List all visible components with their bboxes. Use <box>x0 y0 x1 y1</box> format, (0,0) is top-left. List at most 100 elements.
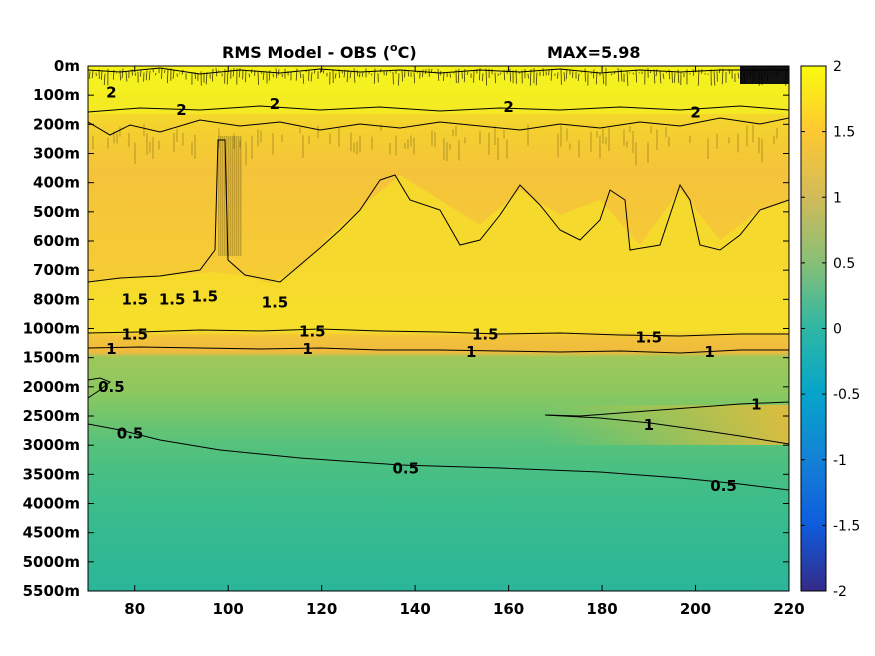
noise-stroke <box>563 72 566 82</box>
contour-label: 1.5 <box>121 290 148 308</box>
contour-label: 1.5 <box>121 325 148 343</box>
noise-stroke <box>262 71 265 80</box>
noise-stroke <box>125 71 128 82</box>
noise-stroke <box>613 70 616 75</box>
noise-stroke <box>653 69 656 84</box>
y-tick-label: 1500m <box>23 349 80 367</box>
contour-label: 2 <box>270 95 280 113</box>
noise-stroke <box>295 68 298 81</box>
noise-stroke <box>215 68 218 77</box>
noise-stroke <box>752 68 754 83</box>
noise-stroke <box>238 68 241 78</box>
noise-stroke <box>721 68 724 85</box>
contour-1-deep-lower <box>544 414 789 445</box>
y-tick-label: 100m <box>33 86 80 104</box>
contour-label: 1.5 <box>192 287 219 305</box>
noise-stroke <box>172 70 175 79</box>
noise-stroke <box>565 69 568 80</box>
contour-label: 0.5 <box>98 378 125 396</box>
x-tick-label: 100 <box>213 600 244 618</box>
noise-stroke <box>103 73 106 86</box>
noise-stroke <box>649 70 652 74</box>
noise-stroke <box>743 71 746 84</box>
y-tick-label: 2500m <box>23 407 80 425</box>
contour-0-5-upper <box>88 377 111 399</box>
noise-stroke <box>349 71 352 79</box>
noise-stroke <box>353 68 356 83</box>
noise-stroke <box>299 71 302 79</box>
noise-stroke <box>572 71 574 78</box>
y-axis: 0m 100m 200m 300m 400m 500m 600m 700m 800m 1000m 1… <box>23 57 789 600</box>
noise-stroke <box>154 72 157 76</box>
noise-stroke <box>281 73 284 77</box>
noise-stroke <box>577 73 580 82</box>
noise-stroke <box>413 72 416 84</box>
noise-stroke <box>626 70 629 86</box>
noise-stroke <box>341 70 343 74</box>
contour-label: 1 <box>466 343 476 361</box>
contour-label: 1 <box>644 416 654 434</box>
x-tick-label: 200 <box>680 600 711 618</box>
contour-1-deep <box>544 401 789 417</box>
contour-0-5 <box>88 423 789 491</box>
noise-stroke <box>535 72 538 86</box>
contour-labels: 22 2 2 21.5 1.5 1.5 1.51.5 1.5 1.5 1.51 1 1 1110.50.… <box>98 83 761 495</box>
noise-stroke <box>620 69 623 82</box>
contour-label: 0.5 <box>117 425 144 443</box>
noise-stroke <box>635 69 638 83</box>
noise-stroke <box>457 68 460 84</box>
noise-stroke <box>407 69 410 77</box>
noise-stroke <box>485 68 488 86</box>
noise-stroke <box>322 69 325 74</box>
y-tick-label: 4500m <box>23 524 80 542</box>
noise-stroke <box>422 69 424 78</box>
noise-stroke <box>272 73 274 78</box>
noise-stroke <box>617 68 620 82</box>
noise-stroke <box>781 69 784 73</box>
noise-stroke <box>88 71 91 79</box>
noise-stroke <box>677 69 680 84</box>
noise-stroke <box>766 72 769 82</box>
colorbar-tick-label: -1 <box>833 453 847 469</box>
contour-1-5-upper <box>88 117 789 136</box>
noise-stroke <box>437 68 440 81</box>
noise-stroke <box>499 72 502 75</box>
noise-stroke <box>319 68 322 74</box>
max-label: MAX=5.98 <box>547 43 641 62</box>
contour-1-5-deep <box>88 328 789 337</box>
noise-stroke <box>112 69 115 80</box>
noise-stroke <box>358 72 361 78</box>
contour-label: 2 <box>106 83 116 101</box>
x-tick-label: 220 <box>773 600 804 618</box>
x-axis: 80 100 120 140 160 180 200 220 <box>124 66 805 618</box>
y-tick-label: 600m <box>33 232 80 250</box>
contour-label: 0.5 <box>392 460 419 478</box>
contour-label: 2 <box>503 98 513 116</box>
y-tick-label: 1000m <box>23 320 80 338</box>
noise-stroke <box>668 69 671 80</box>
noise-stroke <box>442 71 445 81</box>
noise-stroke <box>248 73 250 78</box>
y-tick-label: 500m <box>33 203 80 221</box>
contour-label: 1.5 <box>159 290 186 308</box>
noise-stroke <box>310 72 313 82</box>
noise-stroke <box>212 68 214 82</box>
noise-stroke <box>401 69 403 82</box>
contour-label: 0.5 <box>710 477 737 495</box>
noise-stroke <box>194 72 196 80</box>
noise-stroke <box>770 71 773 74</box>
noise-stroke <box>503 70 506 81</box>
noise-stroke <box>602 73 605 84</box>
noise-stroke <box>737 72 740 79</box>
contour-label: 1.5 <box>299 322 326 340</box>
noise-stroke <box>217 70 220 73</box>
noise-stroke <box>673 72 676 83</box>
noise-stroke <box>608 71 610 73</box>
chart-title: RMS Model - OBS (oC) <box>222 41 417 62</box>
contour-label: 2 <box>176 101 186 119</box>
noise-stroke <box>754 69 757 74</box>
contour-1-5-mid <box>88 139 789 283</box>
colorbar-tick-label: -2 <box>833 584 847 600</box>
x-tick-label: 140 <box>399 600 430 618</box>
